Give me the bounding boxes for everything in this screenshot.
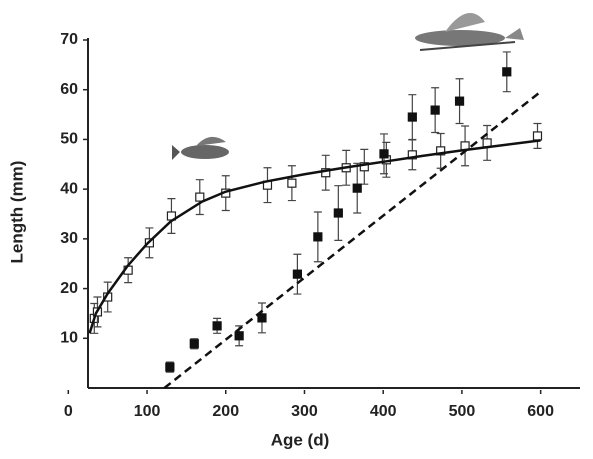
point xyxy=(454,96,465,106)
y-axis-title: Length (mm) xyxy=(7,161,26,264)
point xyxy=(436,146,446,156)
point xyxy=(292,269,302,279)
point xyxy=(189,339,199,349)
y-tick-label: 70 xyxy=(60,31,78,48)
x-tick-label: 400 xyxy=(370,403,397,420)
fish-small xyxy=(172,136,229,160)
point xyxy=(165,362,175,372)
point xyxy=(212,321,222,331)
point xyxy=(352,183,362,193)
point xyxy=(195,192,205,202)
y-tick-label: 60 xyxy=(60,81,78,98)
x-axis-title: Age (d) xyxy=(271,430,330,449)
point xyxy=(407,150,417,160)
point xyxy=(532,131,543,141)
y-tick-label: 40 xyxy=(60,180,78,197)
point xyxy=(234,331,244,341)
point xyxy=(430,105,440,115)
point xyxy=(379,149,389,159)
point xyxy=(333,208,343,218)
x-tick-label: 100 xyxy=(134,403,161,420)
point xyxy=(321,168,331,178)
x-tick-label: 200 xyxy=(212,403,239,420)
point xyxy=(502,67,512,77)
y-tick-label: 50 xyxy=(60,131,78,148)
fish-large xyxy=(415,13,524,51)
x-tick-label: 300 xyxy=(291,403,318,420)
point xyxy=(359,162,369,172)
x-tick-label: 0 xyxy=(64,403,73,420)
y-tick-label: 10 xyxy=(60,330,78,347)
fit-line xyxy=(163,90,542,389)
point xyxy=(257,313,267,323)
y-tick-label: 20 xyxy=(60,280,78,297)
x-tick-label: 500 xyxy=(449,403,476,420)
point xyxy=(287,178,297,188)
point xyxy=(407,112,417,122)
y-tick-label: 30 xyxy=(60,230,78,247)
x-tick-label: 600 xyxy=(527,403,554,420)
fit-line xyxy=(88,139,541,334)
point xyxy=(313,232,323,242)
